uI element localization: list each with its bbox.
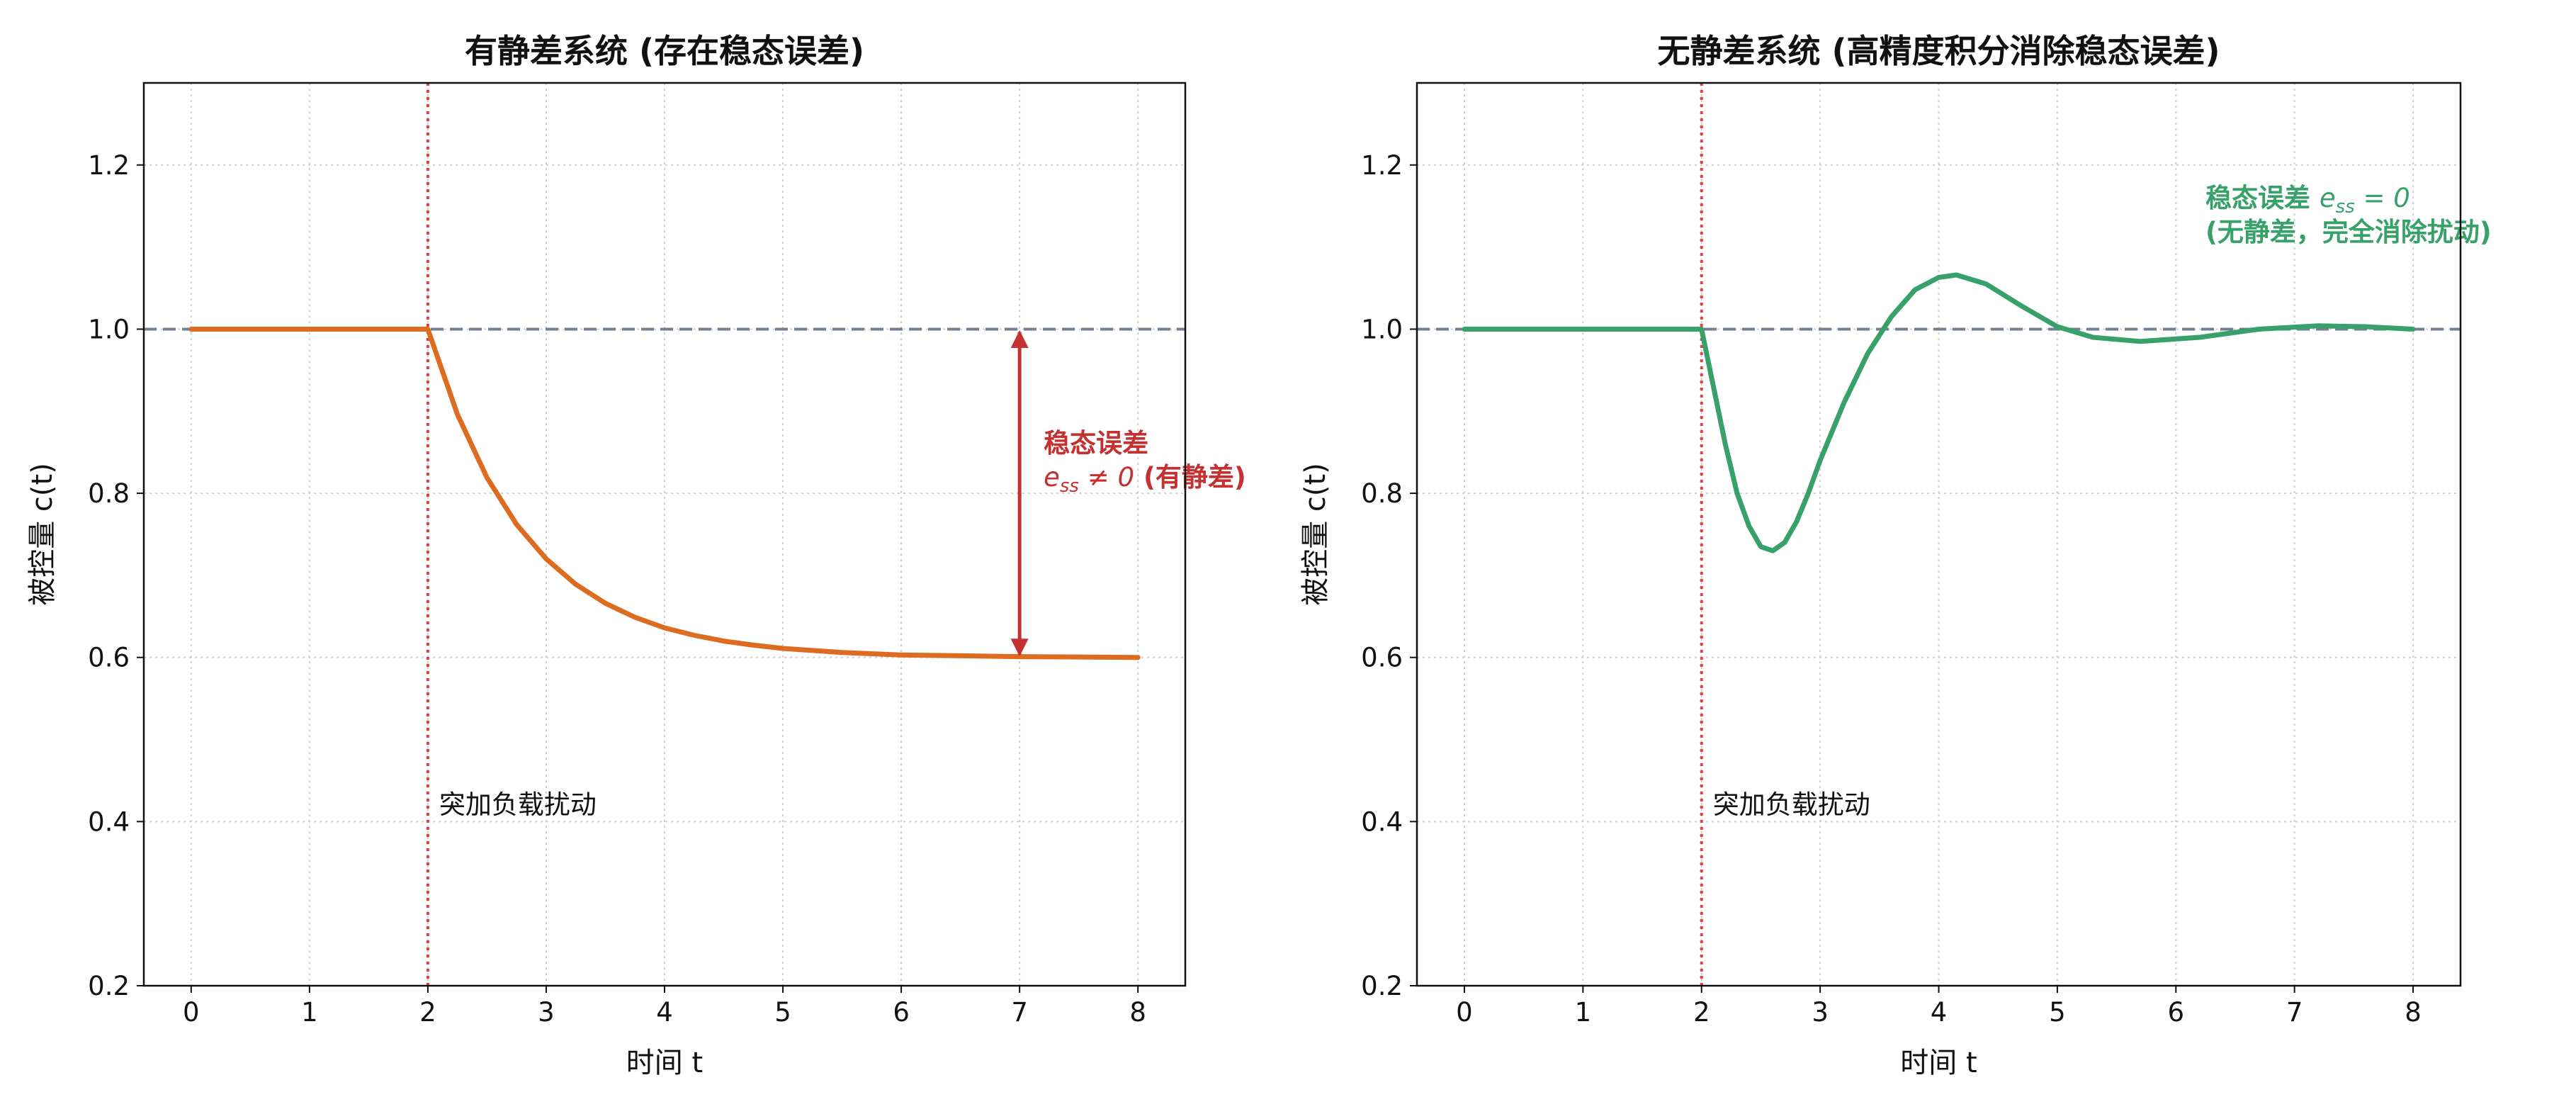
y-tick-label: 0.4 xyxy=(88,806,130,837)
x-tick-label: 0 xyxy=(183,997,200,1028)
y-tick-label: 0.6 xyxy=(1361,643,1403,673)
annotation: 稳态误差 xyxy=(1044,428,1148,458)
x-tick-label: 2 xyxy=(1693,997,1710,1028)
y-tick-label: 1.0 xyxy=(1361,314,1403,344)
annotation-part: 稳态误差 xyxy=(1044,428,1148,458)
x-tick-label: 5 xyxy=(2049,997,2066,1028)
x-tick-label: 7 xyxy=(1011,997,1028,1028)
annotation: (无静差，完全消除扰动) xyxy=(2205,217,2492,247)
y-tick-label: 1.0 xyxy=(88,314,130,344)
annotation-part: ≠ 0 xyxy=(1079,462,1134,493)
x-tick-label: 7 xyxy=(2286,997,2303,1028)
x-axis-label: 时间 t xyxy=(626,1047,703,1079)
y-tick-label: 0.6 xyxy=(88,643,130,673)
x-tick-label: 6 xyxy=(893,997,910,1028)
x-tick-label: 2 xyxy=(419,997,436,1028)
y-tick-label: 0.4 xyxy=(1361,806,1403,837)
annotation-part: (无静差，完全消除扰动) xyxy=(2205,217,2492,247)
y-axis-label: 被控量 c(t) xyxy=(26,463,59,606)
plot-frame xyxy=(142,81,1187,987)
disturbance-label: 突加负载扰动 xyxy=(439,789,597,820)
x-tick-label: 1 xyxy=(1575,997,1592,1028)
x-tick-label: 8 xyxy=(2405,997,2422,1028)
x-tick-label: 3 xyxy=(538,997,555,1028)
annotation-part: (有静差) xyxy=(1134,462,1246,493)
y-tick-label: 0.8 xyxy=(88,478,130,509)
plot-frame xyxy=(1416,81,2462,987)
y-tick-label: 0.2 xyxy=(88,971,130,1001)
x-tick-label: 1 xyxy=(301,997,318,1028)
line-series xyxy=(1462,272,2416,553)
x-tick-label: 0 xyxy=(1456,997,1473,1028)
line-series xyxy=(188,327,1141,660)
disturbance-label: 突加负载扰动 xyxy=(1713,789,1870,820)
chart-title: 有静差系统 (存在稳态误差) xyxy=(465,32,864,70)
annotation: ess ≠ 0 (有静差) xyxy=(1044,462,1246,497)
y-tick-label: 1.2 xyxy=(1361,150,1403,181)
annotation-part: e xyxy=(2320,183,2336,213)
y-tick-label: 1.2 xyxy=(88,150,130,181)
annotation-part: ss xyxy=(2336,196,2355,218)
y-axis-label: 被控量 c(t) xyxy=(1299,463,1332,606)
annotation-part: e xyxy=(1044,462,1060,493)
y-tick-label: 0.2 xyxy=(1361,971,1403,1001)
annotation-part: 稳态误差 xyxy=(2205,183,2320,213)
chart-title: 无静差系统 (高精度积分消除稳态误差) xyxy=(1657,32,2220,70)
x-tick-label: 8 xyxy=(1129,997,1146,1028)
y-tick-label: 0.8 xyxy=(1361,478,1403,509)
annotation-part: = 0 xyxy=(2355,183,2410,213)
annotation: 稳态误差 ess = 0 xyxy=(2205,183,2410,218)
x-tick-label: 4 xyxy=(1931,997,1948,1028)
x-tick-label: 5 xyxy=(774,997,791,1028)
annotation-part: ss xyxy=(1060,476,1079,497)
x-tick-label: 6 xyxy=(2167,997,2184,1028)
x-tick-label: 3 xyxy=(1812,997,1829,1028)
x-axis-label: 时间 t xyxy=(1900,1047,1977,1079)
x-tick-label: 4 xyxy=(656,997,673,1028)
